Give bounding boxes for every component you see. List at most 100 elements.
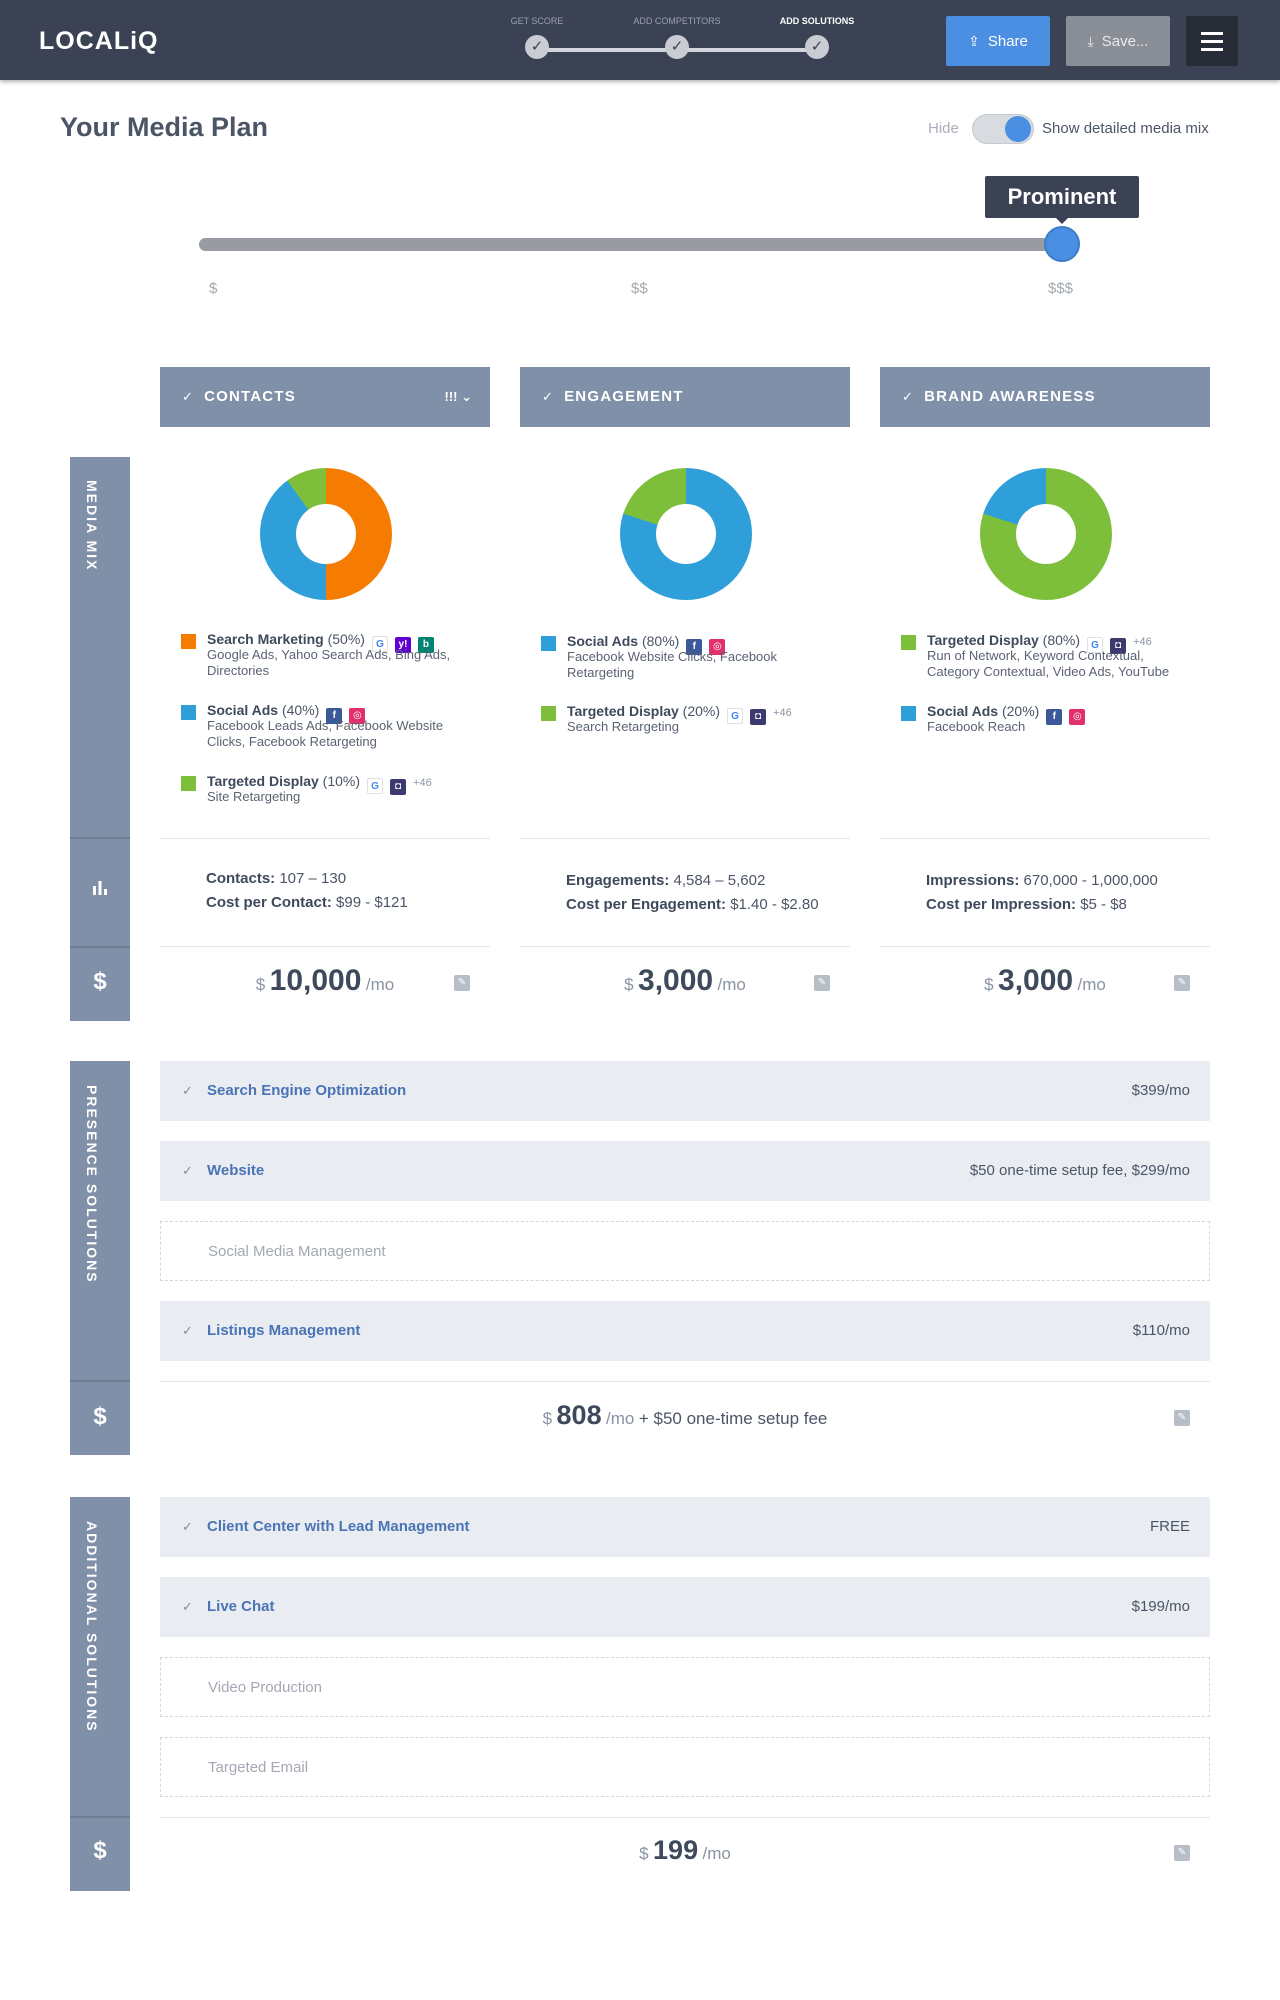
toggle-show-label: Show detailed media mix bbox=[1042, 120, 1209, 137]
goal-header-contacts[interactable]: ✓ CONTACTS !!! ⌄ bbox=[160, 367, 490, 427]
check-icon: ✓ bbox=[902, 389, 915, 404]
instagram-icon: ◎ bbox=[349, 708, 366, 724]
price-amount: 3,000 bbox=[638, 964, 714, 997]
solution-row-targeted-email[interactable]: Targeted Email bbox=[160, 1737, 1210, 1797]
detailed-media-mix-toggle[interactable] bbox=[972, 114, 1034, 144]
edit-icon[interactable]: ✎ bbox=[1174, 975, 1190, 991]
total-period: /mo bbox=[606, 1409, 635, 1428]
display-network-icon: ◘ bbox=[390, 779, 407, 795]
stat-label: Cost per Contact: bbox=[206, 894, 332, 911]
yahoo-icon: y! bbox=[394, 637, 411, 653]
top-bar: LOCALiQ GET SCORE ✓ ADD COMPETITORS ✓ AD… bbox=[0, 0, 1280, 80]
solution-row-social-media-management[interactable]: Social Media Management bbox=[160, 1221, 1210, 1281]
stat-label: Cost per Impression: bbox=[926, 896, 1077, 913]
google-icon: G bbox=[1087, 637, 1104, 653]
presence-solutions-label: PRESENCE SOLUTIONS bbox=[84, 1085, 100, 1284]
solution-price: $110/mo bbox=[1132, 1322, 1190, 1339]
legend-pct: (10%) bbox=[322, 773, 361, 789]
legend-swatch bbox=[181, 776, 196, 791]
stat-value: 107 – 130 bbox=[279, 870, 347, 887]
side-divider bbox=[70, 1816, 130, 1818]
solution-label: Listings Management bbox=[207, 1322, 361, 1339]
legend-name: Targeted Display bbox=[567, 703, 679, 719]
legend-name: Targeted Display bbox=[207, 773, 319, 789]
goal-title: BRAND AWARENESS bbox=[924, 388, 1096, 405]
solution-label: Search Engine Optimization bbox=[207, 1082, 407, 1099]
display-network-icon: ◘ bbox=[1110, 638, 1127, 654]
additional-solutions-side-panel: ADDITIONAL SOLUTIONS bbox=[70, 1497, 130, 1891]
check-icon: ✓ bbox=[182, 1083, 193, 1098]
presence-total: $ 808 /mo + $50 one-time setup fee bbox=[160, 1400, 1210, 1440]
goal-header-engagement[interactable]: ✓ ENGAGEMENT bbox=[520, 367, 850, 427]
solution-row-video-production[interactable]: Video Production bbox=[160, 1657, 1210, 1717]
bar-chart-icon bbox=[70, 878, 130, 908]
stat-label: Contacts: bbox=[206, 870, 276, 887]
check-icon: ✓ bbox=[665, 35, 689, 59]
legend-description: Run of Network, Keyword Contextual, Cate… bbox=[927, 648, 1170, 679]
media-mix-label: MEDIA MIX bbox=[84, 480, 100, 572]
save-button[interactable]: ⤓ Save... bbox=[1066, 16, 1170, 66]
solution-row-seo[interactable]: ✓ Search Engine Optimization $399/mo bbox=[160, 1061, 1210, 1121]
media-mix-donut-contacts bbox=[260, 468, 392, 600]
media-mix-donut-engagement bbox=[620, 468, 752, 600]
solution-row-client-center[interactable]: ✓ Client Center with Lead Management FRE… bbox=[160, 1497, 1210, 1557]
total-currency: $ bbox=[542, 1409, 553, 1428]
legend-swatch bbox=[901, 706, 916, 721]
total-period: /mo bbox=[702, 1844, 731, 1863]
price-period: /mo bbox=[717, 975, 746, 994]
share-button[interactable]: ⇪ Share bbox=[946, 16, 1050, 66]
google-icon: G bbox=[727, 708, 744, 724]
goal-header-brand-awareness[interactable]: ✓ BRAND AWARENESS bbox=[880, 367, 1210, 427]
step-add-solutions[interactable]: ADD SOLUTIONS ✓ bbox=[747, 14, 887, 59]
more-networks-count: +46 bbox=[1133, 636, 1152, 648]
price-currency: $ bbox=[984, 975, 994, 994]
page-title: Your Media Plan bbox=[60, 112, 269, 142]
edit-icon[interactable]: ✎ bbox=[1174, 1410, 1190, 1426]
progress-steps: GET SCORE ✓ ADD COMPETITORS ✓ ADD SOLUTI… bbox=[500, 14, 860, 64]
edit-icon[interactable]: ✎ bbox=[454, 975, 470, 991]
media-mix-side-panel: MEDIA MIX bbox=[70, 457, 130, 1021]
solution-label: Website bbox=[207, 1162, 265, 1179]
stat-value: $1.40 - $2.80 bbox=[730, 896, 819, 913]
stat-label: Impressions: bbox=[926, 872, 1020, 889]
edit-icon[interactable]: ✎ bbox=[814, 975, 830, 991]
legend-description: Facebook Reach bbox=[927, 719, 1026, 734]
additional-total: $ 199 /mo bbox=[160, 1835, 1210, 1875]
solution-row-listings-management[interactable]: ✓ Listings Management $110/mo bbox=[160, 1301, 1210, 1361]
stats-brand-awareness: Impressions: 670,000 - 1,000,000 Cost pe… bbox=[926, 869, 1246, 917]
price-engagement: $ 3,000 /mo bbox=[520, 964, 850, 1004]
legend-name: Search Marketing bbox=[207, 631, 324, 647]
step-label: ADD SOLUTIONS bbox=[779, 16, 855, 26]
stats-engagement: Engagements: 4,584 – 5,602 Cost per Enga… bbox=[566, 869, 886, 917]
divider bbox=[160, 946, 490, 947]
solution-row-live-chat[interactable]: ✓ Live Chat $199/mo bbox=[160, 1577, 1210, 1637]
side-divider bbox=[70, 1380, 130, 1382]
check-icon: ✓ bbox=[182, 389, 195, 404]
hamburger-menu-icon[interactable] bbox=[1186, 16, 1238, 66]
legend-swatch bbox=[181, 705, 196, 720]
solution-price: FREE bbox=[1149, 1518, 1190, 1535]
legend-swatch bbox=[181, 634, 196, 649]
stat-label: Engagements: bbox=[566, 872, 670, 889]
step-get-score[interactable]: GET SCORE ✓ bbox=[467, 14, 607, 59]
stat-label: Cost per Engagement: bbox=[566, 896, 727, 913]
price-brand-awareness: $ 3,000 /mo bbox=[880, 964, 1210, 1004]
stat-value: $99 - $121 bbox=[336, 894, 408, 911]
total-currency: $ bbox=[639, 1844, 649, 1863]
budget-slider-handle[interactable] bbox=[1044, 226, 1080, 262]
budget-slider-track[interactable] bbox=[199, 238, 1063, 251]
edit-icon[interactable]: ✎ bbox=[1174, 1845, 1190, 1861]
legend-name: Targeted Display bbox=[927, 632, 1039, 648]
toggle-hide-label: Hide bbox=[928, 120, 959, 137]
toggle-knob bbox=[1005, 116, 1031, 142]
priority-dropdown[interactable]: !!! ⌄ bbox=[444, 389, 473, 404]
slider-tooltip: Prominent bbox=[985, 176, 1139, 224]
facebook-icon: f bbox=[1046, 709, 1063, 725]
stat-value: $5 - $8 bbox=[1080, 896, 1127, 913]
legend-name: Social Ads bbox=[927, 703, 999, 719]
google-icon: G bbox=[371, 636, 388, 652]
solution-row-website[interactable]: ✓ Website $50 one-time setup fee, $299/m… bbox=[160, 1141, 1210, 1201]
step-add-competitors[interactable]: ADD COMPETITORS ✓ bbox=[607, 14, 747, 59]
check-icon: ✓ bbox=[182, 1323, 193, 1338]
localiq-logo[interactable]: LOCALiQ bbox=[39, 27, 159, 55]
